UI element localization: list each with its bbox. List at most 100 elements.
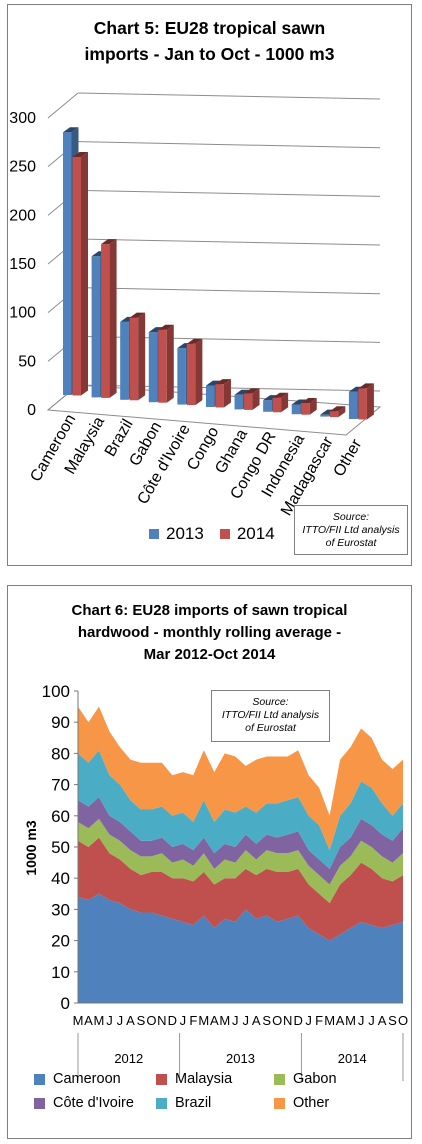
legend-swatch [156, 1097, 167, 1109]
y-tick-label: 100 [42, 682, 70, 701]
legend-item-2014: 2014 [219, 524, 275, 544]
x-tick-label: F [315, 1013, 323, 1028]
legend-item-2013: 2013 [149, 524, 204, 544]
y-tick-label: 300 [9, 110, 36, 127]
source-line: of Eurostat [325, 537, 377, 549]
area-malaysia [78, 837, 403, 941]
bar-2014-side [252, 388, 260, 410]
legend-label: Other [293, 1095, 330, 1111]
y-tick-label: 40 [51, 869, 70, 888]
legend-item: Malaysia [156, 1071, 232, 1087]
x-tick-label: O [146, 1013, 156, 1028]
x-tick-label: N [157, 1013, 166, 1028]
chart-5-legend: 2013 2014 [149, 524, 291, 544]
bar-2014-front [158, 329, 167, 403]
source-line: of Eurostat [245, 722, 296, 734]
legend-label-2014: 2014 [236, 524, 275, 543]
gridline [77, 287, 381, 295]
legend-label: Brazil [175, 1095, 212, 1111]
x-tick-label: J [232, 1013, 239, 1028]
bar-2014-side [109, 239, 117, 398]
y-tick-label: 90 [51, 713, 70, 732]
bar-2014-front [301, 403, 310, 415]
chart-6-panel: Chart 6: EU28 imports of sawn tropical h… [7, 585, 412, 1139]
x-tick-label: M [73, 1013, 84, 1028]
year-label: 2013 [226, 1051, 255, 1066]
x-tick-label: J [358, 1013, 365, 1028]
x-tick-label: J [368, 1013, 375, 1028]
x-tick-label: O [272, 1013, 282, 1028]
bar-2013-front [63, 132, 72, 395]
bar-2013-front [234, 394, 244, 410]
x-tick-label: A [252, 1013, 261, 1028]
y-axis-label: 1000 m3 [23, 820, 39, 875]
bar-2013-front [205, 385, 215, 407]
legend-item: Other [274, 1095, 329, 1111]
chart-6-title-line-1: Chart 6: EU28 imports of sawn tropical [71, 602, 348, 619]
gridline [77, 141, 381, 149]
gridline [77, 92, 381, 100]
legend-item: Gabon [274, 1071, 337, 1087]
x-tick-label: S [388, 1013, 397, 1028]
y-tick-label: 70 [51, 776, 70, 795]
legend-label: Malaysia [175, 1071, 233, 1087]
x-tick-label: A [84, 1013, 93, 1028]
x-tick-label: M [219, 1013, 230, 1028]
bar-2014-side [223, 379, 231, 408]
chart-5-title-line-1: Chart 5: EU28 tropical sawn [93, 18, 326, 38]
bar-2013-front [348, 391, 358, 419]
bar-2014-front [215, 384, 224, 408]
y-tick-label: 0 [27, 402, 36, 419]
x-tick-label: D [168, 1013, 177, 1028]
chart-5-panel: Chart 5: EU28 tropical sawn imports - Ja… [7, 4, 412, 566]
legend-item: Côte d'Ivoire [34, 1095, 134, 1111]
bar-2014-front [358, 388, 367, 420]
bar-2014-top [272, 392, 289, 398]
bar-2014-side [138, 312, 146, 401]
x-tick-label: A [378, 1013, 387, 1028]
chart-6-title: Chart 6: EU28 imports of sawn tropical h… [8, 600, 411, 666]
bar-2013-front [320, 414, 329, 417]
gridline [77, 189, 381, 197]
x-tick-label: J [106, 1013, 113, 1028]
y-tick-label: 150 [9, 256, 36, 273]
legend-label: Gabon [293, 1071, 337, 1087]
legend-swatch [34, 1097, 45, 1109]
area-other [78, 706, 403, 851]
legend-swatch [34, 1073, 45, 1085]
x-tick-label: M [345, 1013, 356, 1028]
legend-swatch [274, 1097, 285, 1109]
y-tick-label: 60 [51, 807, 70, 826]
legend-item: Cameroon [34, 1071, 121, 1087]
x-tick-label: S [137, 1013, 146, 1028]
x-tick-label: N [283, 1013, 292, 1028]
gridline [77, 238, 381, 246]
gridline-side [47, 92, 79, 119]
bar-2014-top [358, 383, 374, 389]
bar-2014-side [338, 406, 346, 418]
bar-2014-side [366, 383, 374, 420]
y-tick-label: 100 [9, 305, 36, 322]
x-tick-label: M [94, 1013, 105, 1028]
x-tick-label: A [126, 1013, 135, 1028]
bar-2013-top [205, 380, 222, 386]
y-tick-label: 80 [51, 744, 70, 763]
area-c-te-d-ivoire [78, 797, 403, 885]
area-cameroon [78, 893, 403, 1003]
chart-5-plot: 050100150200250300CameroonMalaysiaBrazil… [9, 92, 382, 519]
y-tick-label: 20 [51, 932, 70, 951]
bar-2014-top [215, 379, 231, 385]
legend-label-2013: 2013 [166, 524, 204, 543]
chart-5-title-line-2: imports - Jan to Oct - 1000 m3 [84, 44, 335, 64]
legend-swatch [274, 1073, 285, 1085]
y-tick-label: 0 [61, 994, 70, 1013]
bar-2013-front [263, 400, 272, 412]
bar-2014-front [129, 317, 139, 401]
bar-2014-top [129, 312, 146, 318]
legend-swatch [156, 1073, 167, 1085]
bar-2014-top [329, 406, 346, 412]
x-tick-label: J [305, 1013, 312, 1028]
x-tick-label: F [189, 1013, 197, 1028]
bar-2013-front [91, 256, 101, 398]
